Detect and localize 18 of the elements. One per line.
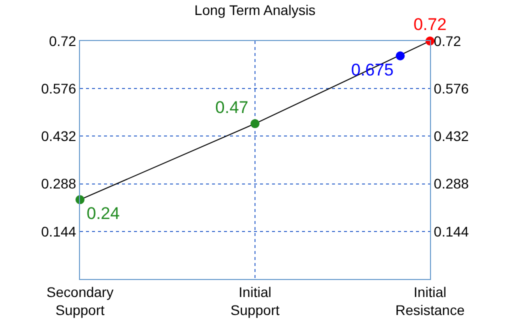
y2-tick-label: 0.72	[434, 32, 462, 49]
y-tick-label: 0.72	[48, 32, 76, 49]
data-label: 0.47	[215, 98, 248, 117]
y-tick-label: 0.576	[41, 80, 76, 96]
point	[250, 119, 260, 128]
y-tick-label: 0.144	[41, 223, 76, 240]
y2-tick-label: 0.432	[434, 128, 470, 144]
x-tick-label: Initial Support	[230, 284, 280, 318]
y2-tick-label: 0.288	[434, 176, 470, 192]
y-tick-label: 0.288	[41, 176, 76, 192]
y2-tick-label: 0.144	[434, 223, 470, 240]
data-label: 0.72	[413, 15, 447, 34]
data-label: 0.24	[86, 204, 120, 224]
chart-title: Long Term Analysis	[194, 2, 316, 18]
x-tick-label: Secondary Support	[46, 284, 114, 318]
x-tick-label: Initial Resistance	[395, 284, 465, 318]
y-tick-label: 0.432	[41, 128, 76, 144]
y2-tick-label: 0.576	[434, 80, 470, 96]
